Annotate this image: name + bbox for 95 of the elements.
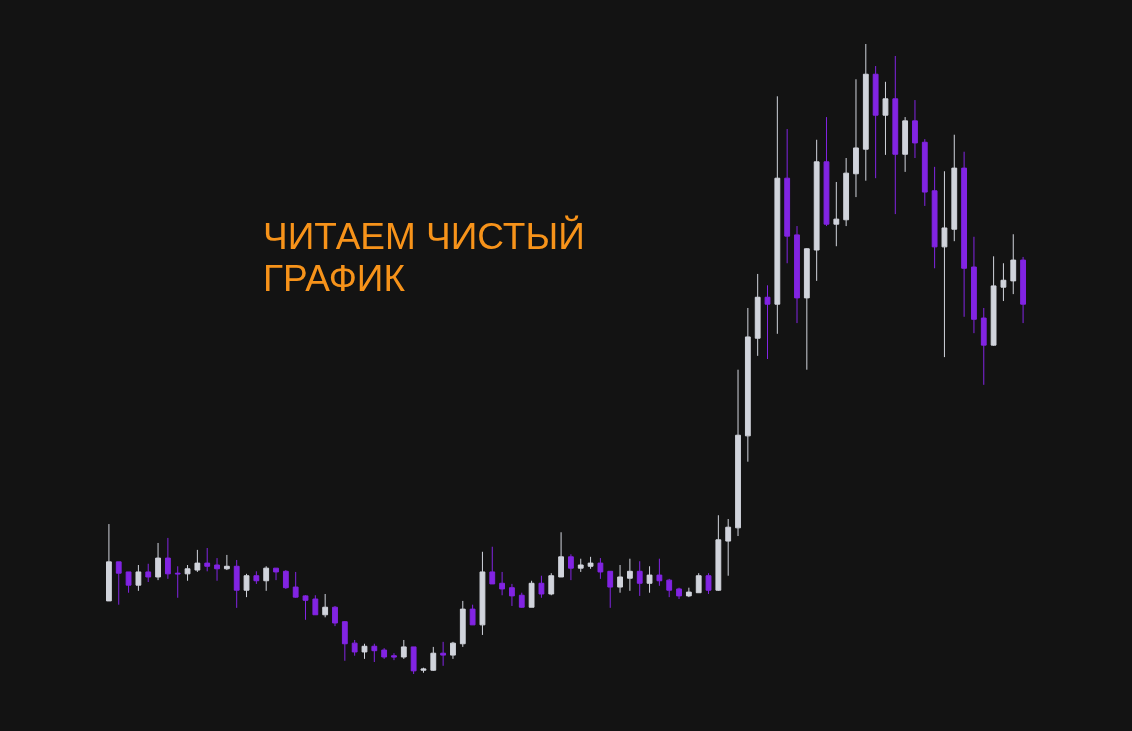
candlestick: [332, 605, 338, 627]
candlestick: [420, 667, 427, 674]
candlestick: [921, 138, 928, 207]
candlestick: [951, 134, 958, 242]
candlestick: [164, 537, 171, 580]
candlestick: [440, 641, 447, 667]
candlestick: [479, 551, 486, 636]
candlestick: [302, 594, 309, 621]
candlestick: [410, 646, 417, 674]
candlestick: [695, 572, 702, 594]
candlestick: [715, 514, 722, 592]
candlestick: [980, 307, 987, 386]
candlestick: [764, 284, 771, 360]
candlestick: [1010, 233, 1017, 295]
text: ЧИТАЕМ ЧИСТЫЙ ГРАФИК: [263, 216, 586, 300]
candlestick: [391, 652, 397, 661]
candlestick: [115, 561, 122, 606]
candlestick: [312, 594, 319, 616]
candlestick: [145, 563, 152, 583]
candlestick: [174, 565, 181, 599]
candlestick: [341, 620, 348, 662]
candlestick: [253, 570, 260, 585]
candlestick: [833, 181, 840, 247]
candlestick: [243, 573, 250, 598]
candlestick: [469, 604, 476, 626]
candlestick: [705, 572, 712, 595]
candlestick: [489, 546, 496, 585]
candlestick: [685, 587, 692, 598]
candlestick: [459, 600, 466, 648]
candlestick: [381, 647, 388, 660]
candlestick: [882, 81, 889, 156]
candlestick: [351, 639, 358, 657]
candlestick: [1020, 256, 1026, 324]
candlestick: [990, 255, 997, 347]
candlestick: [400, 639, 407, 660]
candlestick: [744, 307, 751, 463]
candlestick: [666, 578, 673, 598]
candlestick: [636, 560, 643, 597]
candlestick: [941, 170, 948, 358]
candlestick: [823, 116, 830, 227]
candlestick: [803, 247, 810, 371]
candlestick: [735, 369, 741, 537]
candlestick: [961, 151, 968, 318]
candlestick: [538, 575, 545, 599]
candlestick: [676, 587, 682, 600]
candlestick: [184, 564, 191, 582]
candlestick: [656, 558, 663, 587]
candlestick: [518, 592, 525, 609]
candlestick: [774, 95, 781, 335]
candlestick: [322, 593, 329, 618]
candlestick: [135, 564, 142, 592]
candlestick: [587, 556, 594, 570]
candlestick: [646, 565, 653, 594]
candlestick: [617, 564, 623, 594]
candlestick: [725, 518, 732, 577]
candlestick: [1000, 262, 1007, 302]
candlestick: [371, 643, 378, 663]
candlestick: [548, 572, 555, 596]
candlestick: [568, 553, 574, 581]
candlestick: [754, 273, 761, 357]
candlestick: [902, 116, 909, 173]
candlestick: [912, 99, 918, 159]
candlestick: [558, 531, 564, 578]
candlestick: [233, 559, 240, 609]
candlestick: [784, 128, 791, 264]
candlestick: [577, 558, 584, 573]
candlestick: [263, 565, 270, 592]
candlestick: [450, 641, 456, 660]
candlestick: [931, 166, 938, 269]
candlestick: [794, 225, 800, 324]
candlestick: [430, 646, 437, 672]
candlestick: [872, 65, 879, 179]
candlestick: [862, 44, 869, 182]
candlestick: [813, 139, 820, 282]
candlestick: [273, 567, 279, 581]
candlestick: [282, 569, 289, 590]
candlestick: [597, 557, 604, 580]
candlestick: [499, 571, 506, 596]
candlestick: [971, 236, 977, 334]
candlestick: [528, 580, 535, 608]
candlestick: [106, 523, 112, 602]
candlestick: [607, 570, 614, 609]
candlestick: [853, 78, 859, 198]
candlestick: [361, 643, 368, 660]
candlestick: [223, 554, 230, 570]
candlestick: [843, 157, 850, 227]
candlestick: [155, 542, 161, 581]
candlestick: [125, 571, 132, 594]
candlestick: [892, 55, 899, 215]
candlestick: [292, 571, 299, 599]
candlestick: [214, 557, 220, 582]
candlestick: [626, 558, 633, 592]
candlestick: [194, 549, 201, 573]
candlestick: [204, 547, 211, 572]
candlestick: [509, 583, 515, 607]
